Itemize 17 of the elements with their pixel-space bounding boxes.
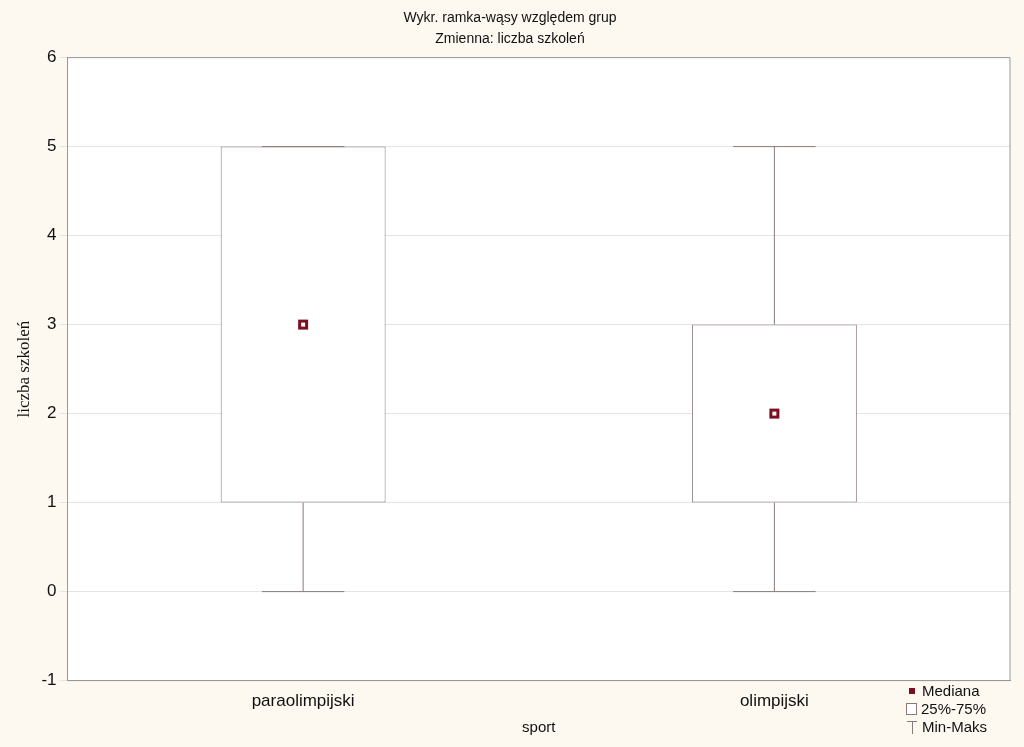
- text: Mediana: [922, 682, 980, 700]
- y-axis-title: liczba szkoleń: [13, 320, 33, 418]
- chart-subtitle: Zmienna: liczba szkoleń: [435, 30, 585, 47]
- x-tick-label: olimpijski: [739, 691, 809, 711]
- text: Min-Maks: [922, 718, 988, 736]
- y-tick-label: 2: [47, 403, 57, 423]
- x-axis-title: sport: [522, 718, 557, 736]
- chart-title: Wykr. ramka-wąsy względem grup: [403, 9, 617, 26]
- y-tick-label: 6: [47, 47, 57, 67]
- x-tick-label: paraolimpijski: [251, 691, 355, 711]
- y-tick-label: 1: [47, 492, 57, 512]
- y-tick-label: 3: [47, 314, 57, 334]
- y-tick-label: 0: [47, 581, 57, 601]
- y-tick-label: 5: [47, 136, 57, 156]
- text: 25%-75%: [921, 700, 987, 718]
- y-tick-label: 4: [47, 225, 57, 245]
- y-tick-label: -1: [41, 670, 57, 690]
